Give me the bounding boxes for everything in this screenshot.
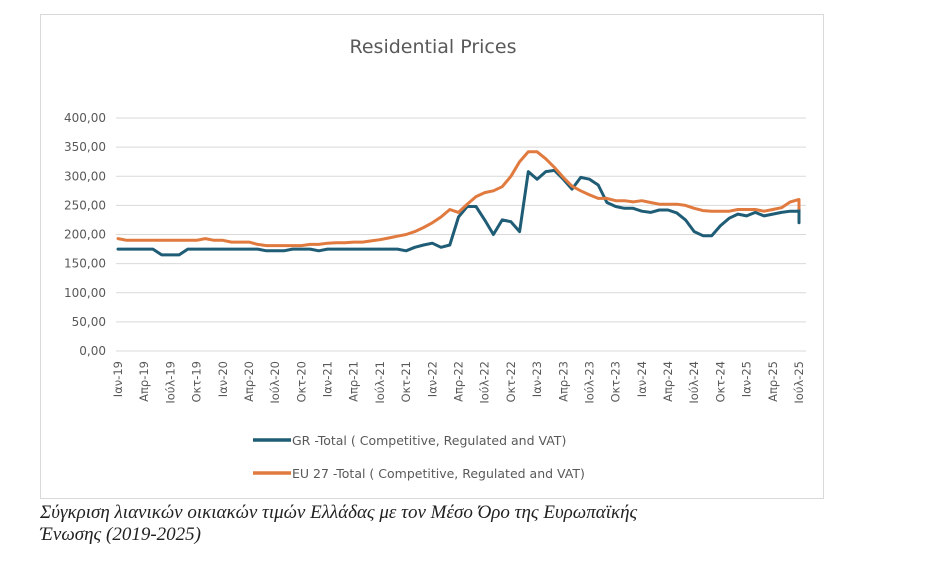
x-tick-label: Ιούλ-23 <box>582 361 596 404</box>
caption-line-2: Ένωσης (2019-2025) <box>40 524 201 545</box>
caption-line-1: Σύγκριση λιανικών οικιακών τιμών Ελλάδας… <box>40 502 638 523</box>
x-tick-label: Ιαν-25 <box>740 361 754 397</box>
x-tick-label: Ιούλ-20 <box>268 361 282 404</box>
x-tick-label: Ιούλ-19 <box>163 361 177 404</box>
x-tick-label: Ιαν-22 <box>425 361 439 397</box>
legend-label-gr: GR -Total ( Competitive, Regulated and V… <box>292 433 566 448</box>
x-tick-label: Ιαν-20 <box>216 361 230 397</box>
y-tick-label: 50,00 <box>72 315 106 329</box>
series-lines <box>116 150 801 257</box>
x-tick-label: Οκτ-22 <box>504 361 518 403</box>
x-tick-label: Ιαν-19 <box>111 361 125 397</box>
x-tick-label: Απρ-25 <box>766 361 780 402</box>
y-tick-label: 300,00 <box>64 169 106 183</box>
series-line-eu <box>116 150 801 248</box>
x-tick-label: Απρ-19 <box>137 361 151 402</box>
x-tick-label: Οκτ-19 <box>190 361 204 403</box>
x-tick-label: Οκτ-23 <box>609 361 623 403</box>
x-tick-label: Οκτ-20 <box>294 361 308 403</box>
x-tick-label: Ιούλ-25 <box>792 361 806 404</box>
y-tick-label: 250,00 <box>64 198 106 212</box>
x-tick-label: Απρ-24 <box>661 361 675 402</box>
chart-title: Residential Prices <box>350 36 517 58</box>
x-tick-label: Ιούλ-22 <box>478 361 492 404</box>
x-tick-label: Ιούλ-21 <box>373 361 387 404</box>
y-tick-label: 400,00 <box>64 111 106 125</box>
x-tick-label: Ιαν-24 <box>635 361 649 397</box>
figure-caption: Σύγκριση λιανικών οικιακών τιμών Ελλάδας… <box>40 502 840 546</box>
series-line-gr <box>116 168 801 257</box>
x-tick-label: Ιαν-21 <box>321 361 335 397</box>
legend: GR -Total ( Competitive, Regulated and V… <box>253 433 585 481</box>
gridlines <box>116 117 806 352</box>
y-tick-label: 150,00 <box>64 257 106 271</box>
y-tick-label: 100,00 <box>64 286 106 300</box>
chart-svg: Residential Prices 0,00 50,00 100,00 150,00… <box>64 36 806 481</box>
chart-frame: Residential Prices 0,00 50,00 100,00 150,00… <box>40 14 824 499</box>
x-tick-label: Οκτ-21 <box>399 361 413 403</box>
x-tick-label: Απρ-21 <box>347 361 361 402</box>
x-tick-label: Απρ-20 <box>242 361 256 402</box>
y-tick-label: 350,00 <box>64 140 106 154</box>
y-tick-label: 200,00 <box>64 228 106 242</box>
y-axis-ticks: 0,00 50,00 100,00 150,00 200,00 250,00 300,00 3… <box>64 111 106 358</box>
x-tick-label: Απρ-23 <box>556 361 570 402</box>
legend-label-eu: EU 27 -Total ( Competitive, Regulated an… <box>292 466 585 481</box>
x-tick-label: Οκτ-24 <box>713 361 727 403</box>
y-tick-label: 0,00 <box>79 344 106 358</box>
x-tick-label: Απρ-22 <box>452 361 466 402</box>
x-axis-ticks: Ιαν-19 Απρ-19 Ιούλ-19 Οκτ-19 Ιαν-20 Απρ-20 Ιού… <box>111 361 806 404</box>
x-tick-label: Ιαν-23 <box>530 361 544 397</box>
x-tick-label: Ιούλ-24 <box>687 361 701 404</box>
